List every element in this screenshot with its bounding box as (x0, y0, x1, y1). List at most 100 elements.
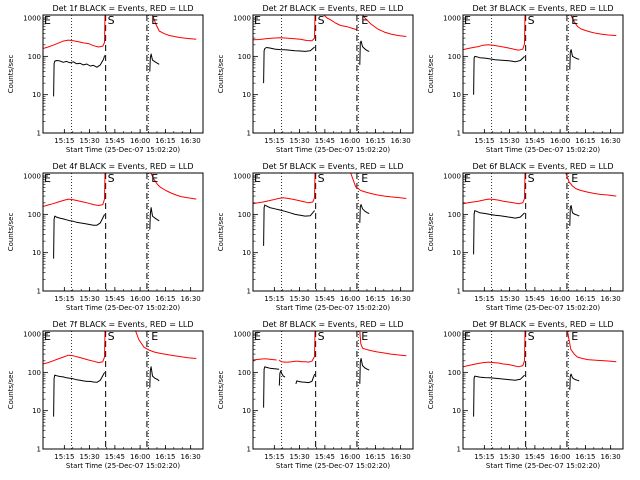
x-tick-label: 15:45 (315, 453, 335, 461)
events-series-line (359, 204, 370, 223)
x-tick-label: 16:00 (130, 137, 150, 145)
y-tick-label: 1000 (23, 15, 41, 23)
lld-series-line (350, 173, 407, 199)
plot-frame (42, 330, 204, 450)
events-series-line (569, 49, 580, 70)
panel-det-4: Det 4f BLACK = Events, RED = LLD 1 10 100 10… (7, 162, 204, 312)
y-axis-label: Counts/sec (217, 55, 225, 94)
plot-frame (462, 330, 624, 450)
y-tick-label: 10 (32, 407, 41, 415)
x-tick-label: 16:15 (575, 295, 595, 303)
x-tick-label: 15:30 (290, 295, 310, 303)
y-tick-label: 100 (238, 211, 251, 219)
series-group (463, 15, 617, 95)
y-tick-label: 1 (457, 130, 461, 138)
x-tick-label: 16:00 (340, 295, 360, 303)
y-tick-label: 10 (242, 407, 251, 415)
marker-label-start: S (528, 330, 535, 343)
y-axis-label: Counts/sec (427, 55, 435, 94)
plot-frame (42, 14, 204, 134)
marker-label-start: S (318, 172, 325, 185)
marker-label-end: E (361, 330, 368, 343)
y-tick-label: 1000 (233, 15, 251, 23)
y-tick-label: 10 (242, 91, 251, 99)
x-tick-label: 16:15 (365, 295, 385, 303)
panel-title: Det 6f BLACK = Events, RED = LLD (472, 162, 613, 171)
panel-det-1: Det 1f BLACK = Events, RED = LLD 1 10 100 10… (7, 4, 204, 154)
events-series-line (149, 53, 160, 72)
lld-series-line (150, 173, 197, 200)
y-tick-label: 10 (452, 407, 461, 415)
x-tick-label: 16:30 (181, 137, 201, 145)
x-tick-label: 16:15 (365, 137, 385, 145)
x-tick-label: 15:45 (105, 295, 125, 303)
marker-label-end: E (361, 14, 368, 27)
x-tick-label: 16:30 (181, 453, 201, 461)
y-tick-label: 1000 (443, 173, 461, 181)
x-tick-label: 16:00 (340, 137, 360, 145)
events-series-line (278, 370, 286, 386)
lld-series-line (362, 15, 407, 37)
y-tick-label: 1 (247, 288, 251, 296)
y-tick-label: 1000 (443, 331, 461, 339)
lld-series-line (135, 331, 197, 359)
x-tick-label: 15:45 (525, 137, 545, 145)
marker-label-end: E (151, 14, 158, 27)
plot-frame (42, 172, 204, 292)
panel-title: Det 8f BLACK = Events, RED = LLD (262, 320, 403, 329)
marker-label-edge: E (464, 172, 471, 185)
y-tick-label: 10 (452, 249, 461, 257)
x-tick-label: 15:15 (474, 295, 494, 303)
x-tick-label: 15:45 (525, 453, 545, 461)
marker-label-end: E (571, 330, 578, 343)
marker-label-end: E (571, 172, 578, 185)
marker-label-start: S (528, 172, 535, 185)
x-tick-label: 15:45 (105, 137, 125, 145)
marker-label-start: S (108, 172, 115, 185)
y-tick-label: 100 (448, 369, 461, 377)
x-tick-label: 16:30 (601, 137, 621, 145)
x-tick-label: 16:30 (181, 295, 201, 303)
events-series-line (569, 373, 580, 390)
series-group (463, 331, 617, 417)
events-series-line (263, 46, 315, 84)
x-tick-label: 16:15 (155, 137, 175, 145)
y-tick-label: 1000 (233, 173, 251, 181)
x-tick-label: 15:30 (80, 137, 100, 145)
x-tick-label: 15:45 (315, 137, 335, 145)
series-group (43, 331, 197, 417)
y-tick-label: 10 (242, 249, 251, 257)
lld-series-line (43, 173, 106, 207)
lld-series-line (463, 173, 526, 205)
marker-label-edge: E (254, 330, 261, 343)
series-group (253, 331, 407, 408)
x-axis-label: Start Time (25-Dec-07 15:02:20) (66, 304, 180, 312)
series-group (253, 15, 407, 84)
x-tick-label: 15:45 (105, 453, 125, 461)
panel-det-8: Det 8f BLACK = Events, RED = LLD 1 10 100 10… (217, 320, 414, 470)
y-axis-label: Counts/sec (427, 371, 435, 410)
x-tick-label: 16:00 (550, 295, 570, 303)
x-tick-label: 16:30 (391, 295, 411, 303)
lld-series-line (463, 331, 526, 368)
y-tick-label: 100 (28, 53, 41, 61)
events-series-line (359, 40, 370, 65)
x-tick-label: 15:30 (500, 295, 520, 303)
marker-label-start: S (108, 14, 115, 27)
panel-det-2: Det 2f BLACK = Events, RED = LLD 1 10 100 10… (217, 4, 414, 154)
events-series-line (53, 372, 106, 417)
events-series-line (263, 366, 280, 408)
y-tick-label: 100 (238, 53, 251, 61)
x-tick-label: 15:15 (54, 137, 74, 145)
lld-series-line (570, 15, 617, 36)
events-series-line (149, 207, 160, 230)
x-tick-label: 15:30 (290, 137, 310, 145)
lld-series-line (566, 331, 617, 363)
y-tick-label: 1000 (23, 331, 41, 339)
panel-title: Det 1f BLACK = Events, RED = LLD (52, 4, 193, 13)
lld-series-line (278, 331, 316, 363)
x-tick-label: 15:30 (500, 137, 520, 145)
lld-series-line (152, 15, 197, 40)
x-tick-label: 16:00 (130, 295, 150, 303)
